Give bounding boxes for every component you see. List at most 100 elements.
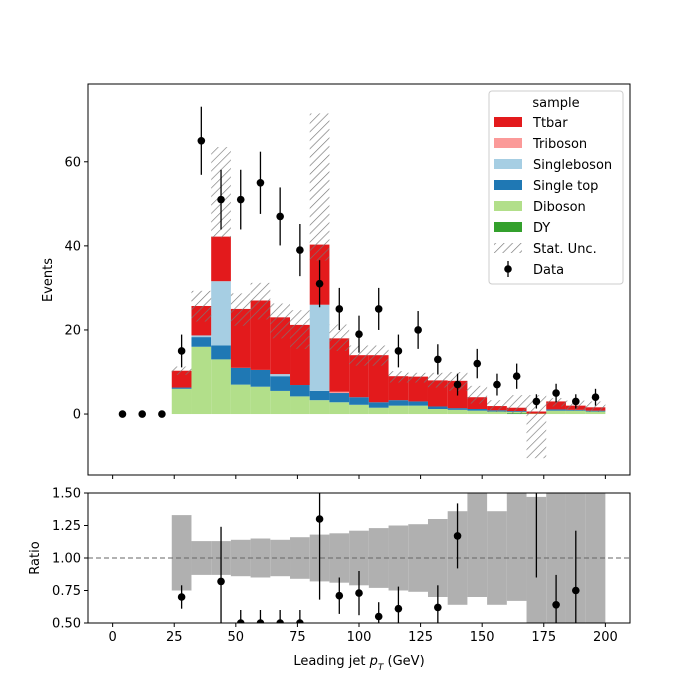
data-point — [256, 179, 265, 187]
legend-label: Triboson — [532, 137, 587, 152]
ratio-axes: 0.50 0.75 1.00 1.25 1.50 0 25 50 75 100 125 150 175 2… — [52, 487, 631, 645]
ratio-point — [296, 619, 304, 623]
data-point — [552, 389, 560, 397]
ratio-point — [572, 586, 580, 595]
x-tick-label: 50 — [228, 630, 245, 645]
stat-unc-bin — [270, 303, 291, 339]
legend-label: Single top — [533, 179, 598, 194]
stat-unc-bin — [368, 345, 389, 366]
stat-unc-bin — [250, 282, 271, 320]
bar-segment — [250, 386, 271, 415]
stat-unc-bin — [408, 372, 428, 383]
bar-segment — [211, 281, 231, 346]
bar-segment — [250, 369, 271, 387]
bar-segment — [585, 411, 606, 415]
bar-segment — [211, 359, 231, 415]
ratio-band-bin — [349, 530, 369, 586]
ratio-band-bin — [171, 515, 192, 591]
bar-segment — [191, 337, 212, 347]
bar-segment — [349, 397, 369, 405]
ratio-point — [256, 619, 265, 623]
bar-segment — [349, 404, 369, 415]
stat-unc-bin — [388, 371, 409, 383]
stat-unc-bin — [585, 401, 606, 412]
ratio-point — [177, 593, 186, 601]
stat-unc-bin — [467, 385, 488, 404]
legend-swatch — [494, 159, 522, 169]
stat-uncertainty-band — [171, 113, 606, 459]
ratio-point — [374, 612, 383, 621]
bar-segment — [230, 384, 251, 415]
ratio-point — [394, 604, 403, 613]
data-point — [572, 397, 580, 406]
data-point — [473, 359, 482, 368]
data-point — [394, 347, 403, 355]
data-point — [512, 372, 521, 380]
bar-segment — [329, 402, 350, 415]
bar-segment — [388, 405, 409, 415]
main-panel: 0 20 40 60 Events sample Ttbar Triboson Singl… — [41, 83, 631, 479]
data-point — [217, 195, 225, 204]
ratio-point — [335, 591, 344, 600]
legend-label: Stat. Unc. — [533, 242, 597, 257]
x-tick-label: 125 — [408, 630, 433, 645]
y-tick-label: 20 — [64, 323, 81, 338]
bar-segment — [329, 338, 350, 392]
data-point — [315, 279, 324, 288]
data-point — [591, 393, 600, 402]
ratio-band-bin — [467, 493, 488, 597]
x-tick-label: 75 — [289, 630, 306, 645]
bar-segment — [408, 405, 428, 415]
legend-swatch — [494, 222, 522, 232]
bar-segment — [467, 410, 488, 415]
data-point — [434, 355, 442, 364]
legend-swatch-hatch — [494, 243, 522, 253]
data-point — [414, 326, 422, 334]
bar-segment — [309, 304, 330, 391]
legend: sample Ttbar Triboson Singleboson Single to… — [488, 90, 624, 285]
y-axis-label: Events — [41, 258, 56, 302]
x-tick-label: 175 — [531, 630, 556, 645]
bar-segment — [230, 367, 251, 385]
ratio-y-tick-label: 0.50 — [52, 617, 81, 632]
data-points — [118, 106, 600, 418]
stat-unc-bin — [329, 324, 350, 351]
data-point — [453, 380, 462, 389]
bar-segment — [546, 409, 566, 411]
bar-segment — [427, 406, 448, 409]
ratio-band-bin — [427, 519, 448, 597]
bar-segment — [487, 411, 507, 415]
bar-segment — [191, 335, 212, 338]
bar-segment — [447, 409, 468, 415]
bar-segment — [270, 390, 291, 415]
legend-label: Diboson — [533, 200, 586, 215]
x-tick-label: 200 — [593, 630, 618, 645]
legend-label: Singleboson — [533, 158, 612, 173]
legend-label: Data — [533, 263, 564, 278]
stat-unc-bin — [230, 293, 251, 326]
ratio-points — [177, 493, 580, 623]
stat-unc-bin — [171, 366, 192, 375]
legend-swatch — [494, 180, 522, 190]
bar-segment — [171, 387, 192, 389]
data-point — [532, 397, 541, 406]
ratio-point — [276, 619, 284, 623]
x-tick-label: 25 — [166, 630, 183, 645]
data-point — [177, 347, 186, 355]
ratio-point — [453, 532, 462, 540]
ratio-y-tick-label: 1.25 — [52, 519, 81, 534]
bar-segment — [270, 374, 291, 377]
legend-swatch — [494, 138, 522, 148]
data-point — [158, 410, 166, 418]
bar-segment — [368, 402, 389, 408]
legend-entries: Ttbar Triboson Singleboson Single top Diboso… — [494, 116, 612, 278]
ratio-point — [236, 619, 245, 623]
ratio-point — [315, 515, 324, 523]
y-tick-label: 60 — [64, 155, 81, 170]
stat-unc-bin — [349, 345, 369, 366]
data-point — [138, 410, 146, 418]
x-tick-label: 0 — [108, 630, 116, 645]
ratio-point — [217, 577, 225, 586]
data-point — [335, 305, 344, 313]
